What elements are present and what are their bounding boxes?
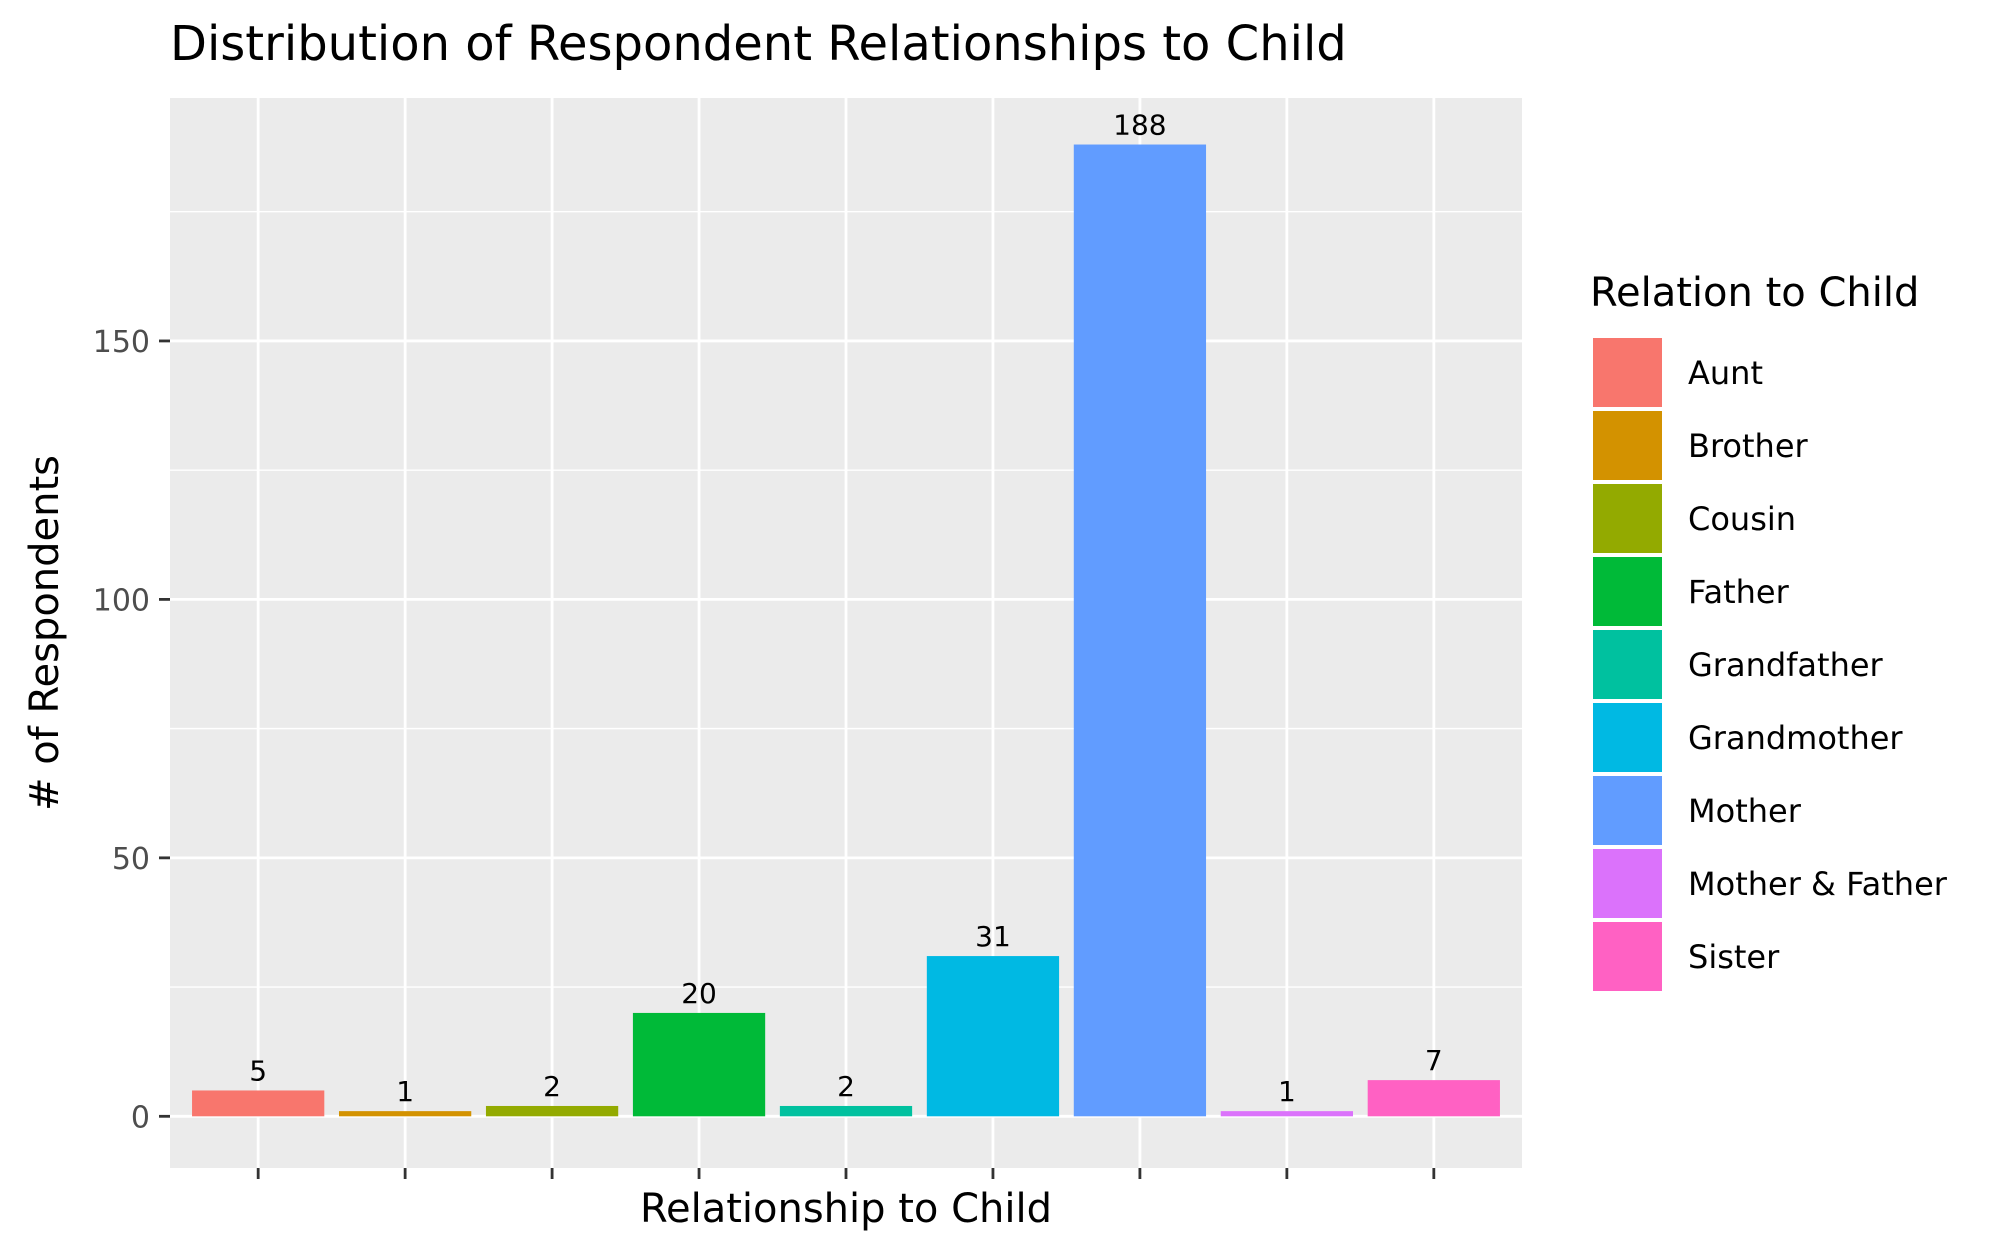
chart-title: Distribution of Respondent Relationships…: [170, 16, 1347, 72]
legend-key: [1593, 557, 1662, 626]
legend-label: Grandmother: [1688, 719, 1903, 757]
bar-value-label: 5: [249, 1054, 267, 1087]
y-tick-label: 150: [93, 325, 150, 360]
y-tick-label: 100: [93, 583, 150, 618]
legend-label: Sister: [1688, 938, 1780, 976]
bars: [192, 144, 1500, 1117]
legend-items: Aunt Brother Cousin Father Grandfather Grandm…: [1593, 338, 1948, 991]
legend-label: Father: [1688, 573, 1790, 611]
bar-value-label: 31: [975, 920, 1011, 953]
legend: Relation to Child Aunt Brother Cousin Fathe…: [1590, 270, 1948, 991]
legend-key: [1593, 703, 1662, 772]
bar-value-label: 2: [543, 1070, 561, 1103]
bar-value-label: 7: [1425, 1044, 1443, 1077]
bar: [1220, 1111, 1353, 1117]
bar: [632, 1012, 766, 1117]
bar-value-label: 188: [1113, 109, 1166, 142]
legend-key: [1593, 922, 1662, 991]
legend-key: [1593, 849, 1662, 918]
data-labels: 5 1 2 20 2 31 188 1 7: [249, 109, 1442, 1109]
legend-key: [1593, 630, 1662, 699]
bar: [1367, 1080, 1500, 1117]
bar: [1073, 144, 1207, 1117]
y-tick-label: 50: [112, 842, 150, 877]
legend-key: [1593, 411, 1662, 480]
legend-label: Cousin: [1688, 500, 1796, 538]
legend-key: [1593, 776, 1662, 845]
bar: [926, 956, 1060, 1117]
bar-value-label: 20: [681, 977, 717, 1010]
bar: [192, 1090, 325, 1117]
x-axis-title: Relationship to Child: [640, 1186, 1052, 1232]
y-axis-title: # of Respondents: [22, 455, 68, 811]
bar-value-label: 2: [837, 1070, 855, 1103]
y-tick-label: 0: [131, 1100, 150, 1135]
legend-label: Mother: [1688, 792, 1802, 830]
bar-value-label: 1: [1278, 1075, 1296, 1108]
bar: [485, 1105, 619, 1117]
legend-label: Brother: [1688, 427, 1809, 465]
bar-value-label: 1: [396, 1075, 414, 1108]
bar: [779, 1105, 913, 1117]
bar: [339, 1111, 472, 1117]
legend-label: Grandfather: [1688, 646, 1884, 684]
legend-title: Relation to Child: [1590, 270, 1919, 316]
x-axis: [256, 1168, 1436, 1179]
legend-key: [1593, 338, 1662, 407]
legend-label: Mother & Father: [1688, 865, 1948, 903]
legend-label: Aunt: [1688, 354, 1763, 392]
y-axis: 0 50 100 150: [93, 325, 170, 1135]
legend-key: [1593, 484, 1662, 553]
